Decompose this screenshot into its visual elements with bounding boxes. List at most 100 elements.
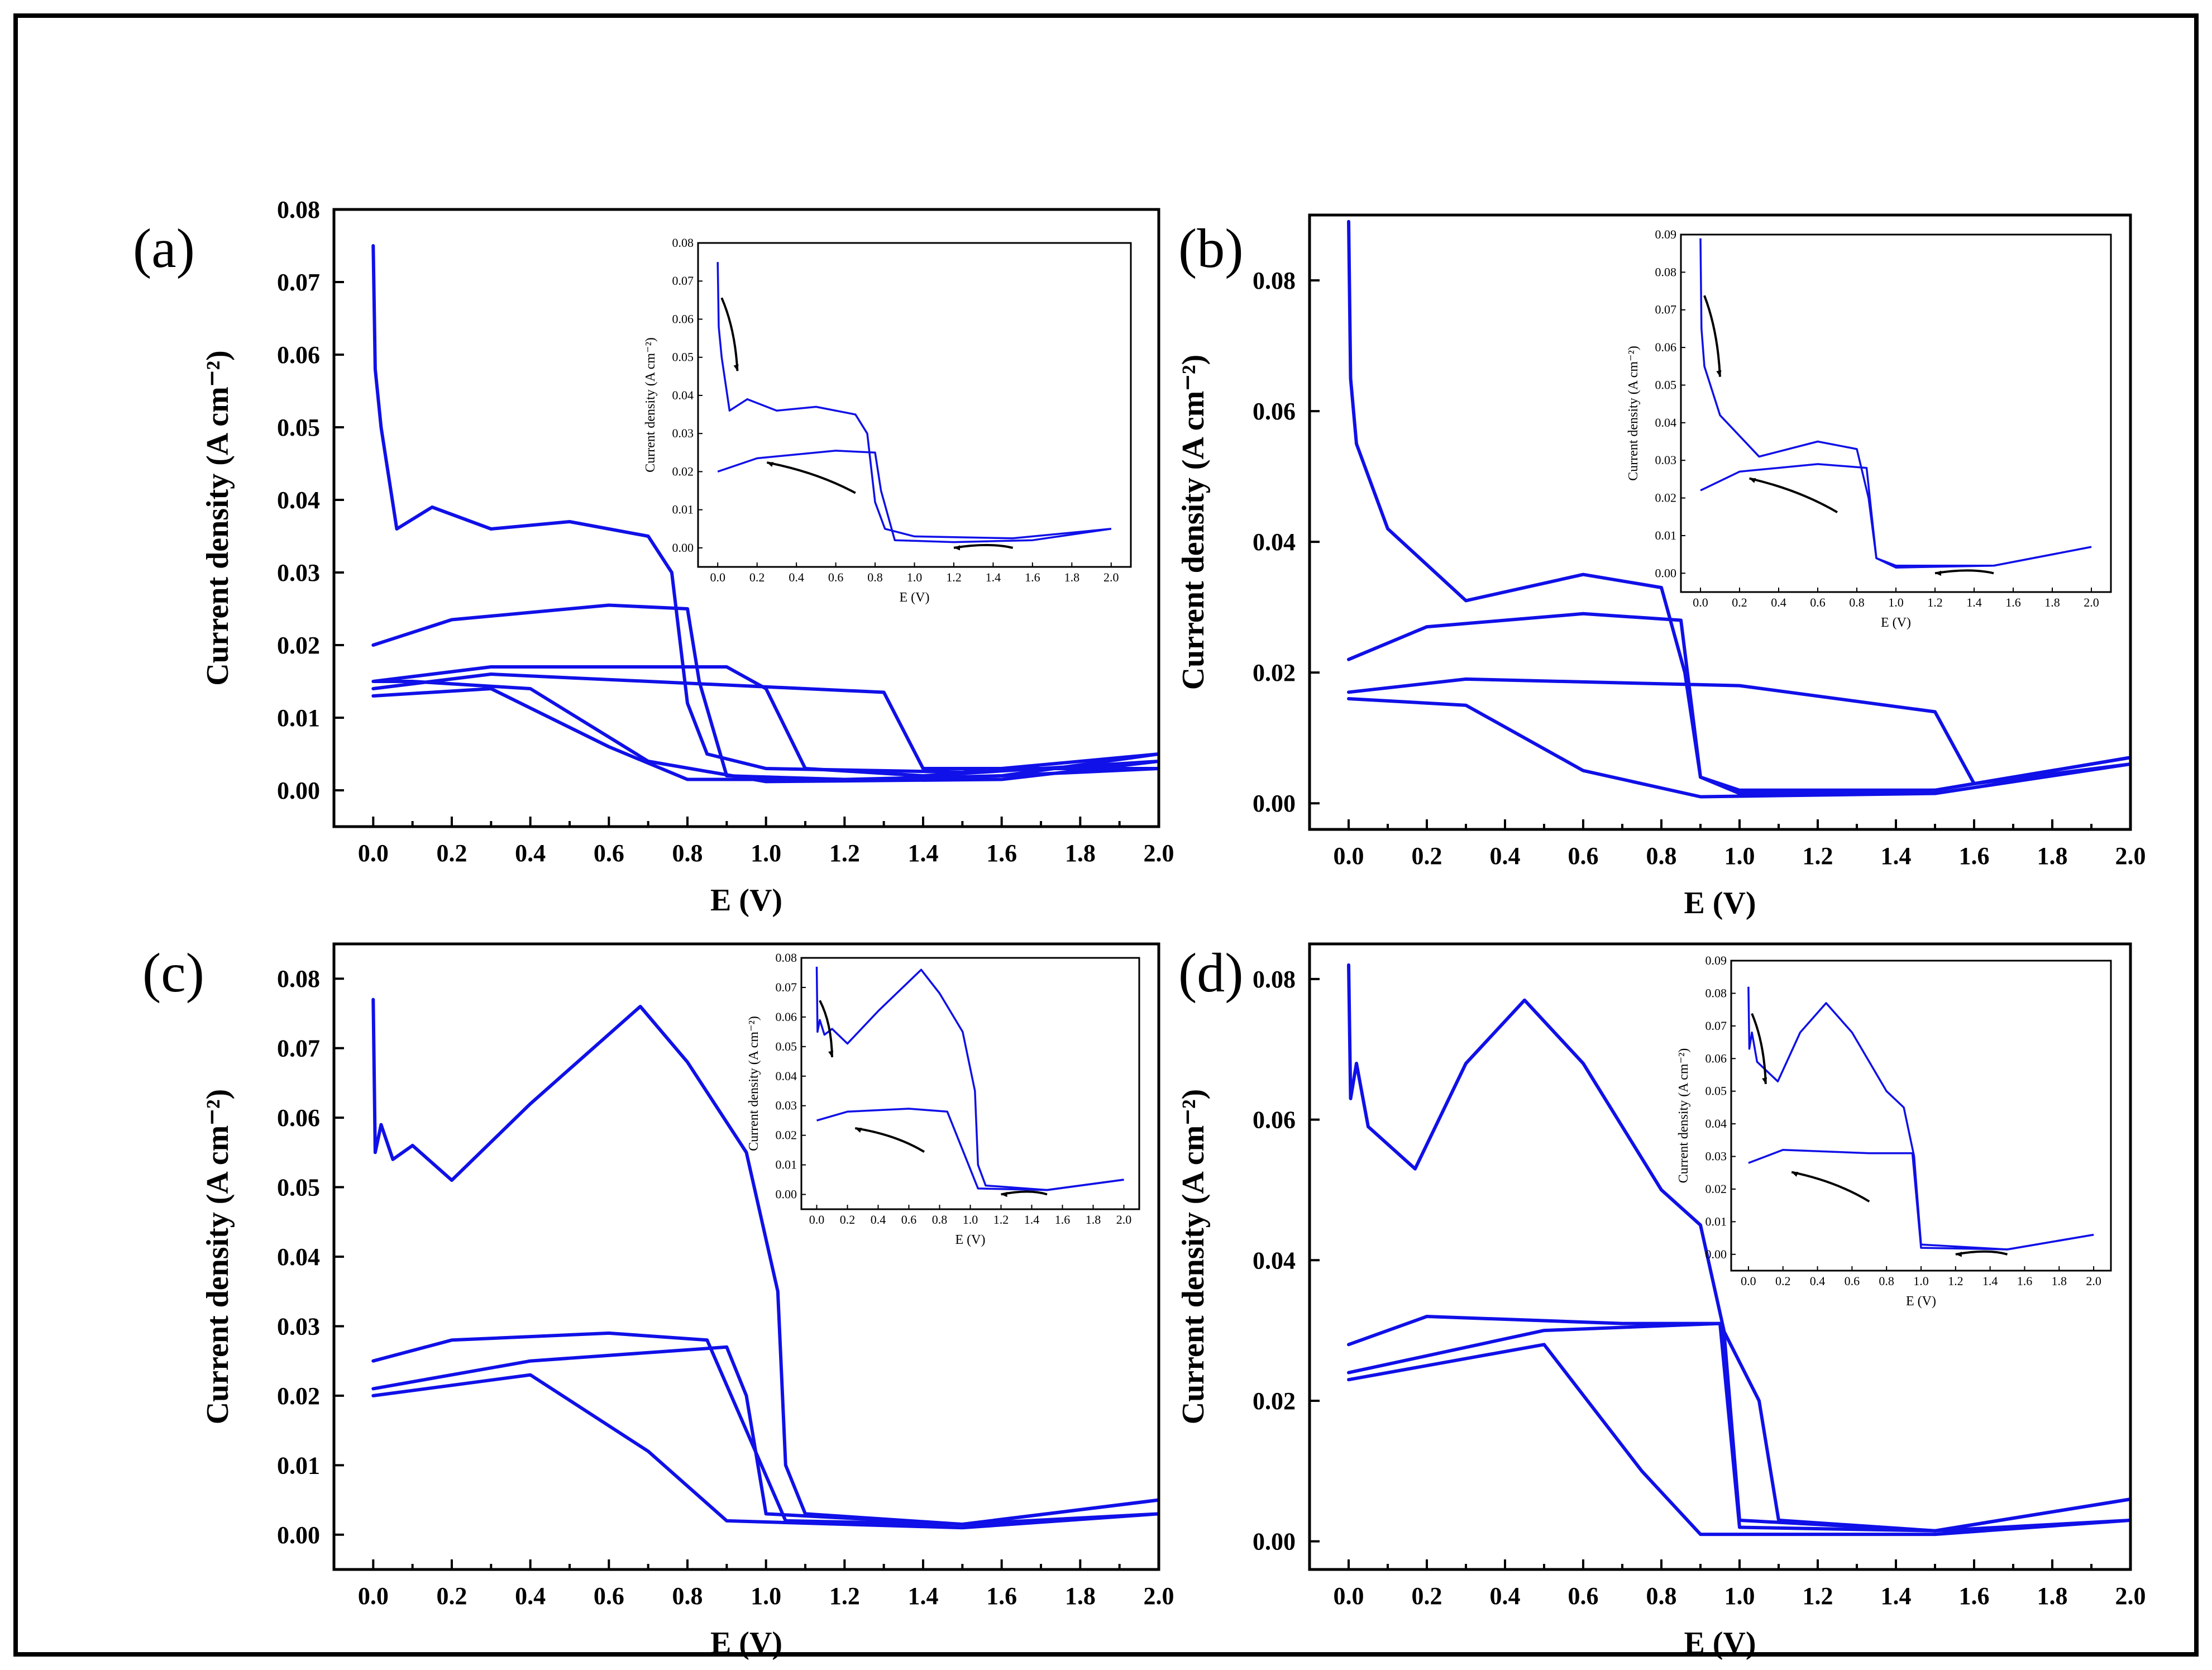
inset-x-tick-label: 1.6 bbox=[1055, 1213, 1071, 1227]
direction-arrow-icon-head bbox=[1001, 1191, 1007, 1197]
y-tick-label: 0.00 bbox=[277, 777, 320, 804]
inset-x-tick-label: 1.4 bbox=[1966, 595, 1982, 609]
direction-arrow-icon-head bbox=[953, 545, 961, 551]
inset-y-tick-label: 0.03 bbox=[1655, 453, 1677, 467]
inset-y-tick-label: 0.04 bbox=[776, 1069, 797, 1083]
y-axis-title: Current density (A cm⁻²) bbox=[200, 1089, 235, 1425]
inset-x-tick-label: 1.0 bbox=[963, 1213, 978, 1227]
y-tick-label: 0.06 bbox=[1253, 398, 1296, 425]
y-tick-label: 0.04 bbox=[277, 1243, 320, 1271]
inset-x-tick-label: 2.0 bbox=[2084, 595, 2099, 609]
series-line-2 bbox=[371, 665, 1159, 784]
x-tick-label: 0.4 bbox=[515, 1582, 546, 1610]
inset-c: 0.0 0.2 0.4 0.6 0.8 1.0 1.2 1.4 1.6 1.8 2.0 0.00 0.0… bbox=[747, 951, 1140, 1247]
inset-x-tick-label: 0.6 bbox=[1845, 1274, 1860, 1288]
x-tick-label: 2.0 bbox=[1144, 839, 1174, 867]
x-tick-label: 1.6 bbox=[1959, 842, 1990, 870]
inset-x-tick-label: 1.2 bbox=[946, 570, 962, 584]
inset-x-tick-label: 0.8 bbox=[1879, 1274, 1894, 1288]
inset-x-tick-label: 0.2 bbox=[1732, 595, 1747, 609]
inset-x-tick-label: 0.8 bbox=[1849, 595, 1865, 609]
y-axis-title: Current density (A cm⁻²) bbox=[1176, 1089, 1211, 1425]
y-tick-label: 0.03 bbox=[277, 559, 320, 586]
y-tick-label: 0.07 bbox=[277, 1035, 320, 1062]
x-tick-label: 0.8 bbox=[672, 839, 703, 867]
direction-arrow-icon-head bbox=[855, 1128, 862, 1133]
inset-series-line-1 bbox=[1748, 1149, 2094, 1251]
inset-x-tick-label: 1.0 bbox=[1913, 1274, 1929, 1288]
inset-y-tick-label: 0.08 bbox=[1705, 986, 1727, 1000]
panel-d: (d)0.0 0.2 0.4 0.6 0.8 1.0 1.2 1.4 1.6 1.8 2.00.00… bbox=[1176, 942, 2146, 1661]
y-axis-title: Current density (A cm⁻²) bbox=[200, 350, 235, 686]
x-tick-label: 0.6 bbox=[1568, 1582, 1599, 1610]
inset-x-tick-label: 1.2 bbox=[1948, 1274, 1963, 1288]
inset-y-tick-label: 0.00 bbox=[776, 1187, 797, 1201]
inset-x-tick-label: 0.8 bbox=[867, 570, 883, 584]
direction-arrow-icon bbox=[819, 1000, 833, 1057]
inset-y-tick-label: 0.02 bbox=[1705, 1182, 1727, 1196]
direction-arrow-icon-head bbox=[1955, 1252, 1962, 1257]
inset-y-tick-label: 0.00 bbox=[1655, 566, 1677, 580]
y-tick-label: 0.01 bbox=[277, 704, 320, 732]
x-tick-label: 1.8 bbox=[2037, 842, 2068, 870]
inset-frame bbox=[1730, 960, 2112, 1272]
x-tick-label: 1.2 bbox=[1803, 1582, 1833, 1610]
direction-arrow-icon bbox=[720, 297, 739, 371]
x-tick-label: 0.0 bbox=[1334, 1582, 1364, 1610]
series-line-0 bbox=[1347, 220, 2130, 792]
x-tick-label: 0.0 bbox=[358, 839, 389, 867]
inset-series-line-1 bbox=[1700, 463, 2092, 569]
x-tick-label: 1.6 bbox=[986, 839, 1017, 867]
inset-x-axis-title: E (V) bbox=[955, 1233, 986, 1247]
y-tick-label: 0.04 bbox=[1253, 528, 1296, 556]
panel-b: (b)0.0 0.2 0.4 0.6 0.8 1.0 1.2 1.4 1.6 1.8 2.00.00… bbox=[1176, 213, 2146, 920]
direction-arrow-icon-head bbox=[1716, 370, 1722, 377]
inset-x-tick-label: 0.4 bbox=[871, 1213, 886, 1227]
x-tick-label: 1.2 bbox=[1803, 842, 1833, 870]
inset-y-tick-label: 0.00 bbox=[672, 541, 694, 555]
inset-x-tick-label: 0.2 bbox=[1775, 1274, 1791, 1288]
series-line-1 bbox=[1347, 612, 2130, 795]
inset-x-tick-label: 1.8 bbox=[1064, 570, 1080, 584]
x-tick-label: 1.6 bbox=[986, 1582, 1017, 1610]
direction-arrow-icon bbox=[1749, 477, 1838, 513]
y-tick-label: 0.03 bbox=[277, 1313, 320, 1340]
inset-x-tick-label: 0.0 bbox=[1693, 595, 1708, 609]
inset-x-tick-label: 0.2 bbox=[749, 570, 765, 584]
inset-d: 0.0 0.2 0.4 0.6 0.8 1.0 1.2 1.4 1.6 1.8 2.0 0.00 0.0… bbox=[1676, 953, 2112, 1309]
direction-arrow-icon-head bbox=[828, 1051, 834, 1057]
inset-y-tick-label: 0.07 bbox=[672, 274, 694, 288]
inset-y-tick-label: 0.07 bbox=[776, 980, 797, 994]
inset-y-tick-label: 0.05 bbox=[1705, 1084, 1727, 1098]
inset-x-tick-label: 1.0 bbox=[1888, 595, 1904, 609]
x-tick-label: 0.2 bbox=[437, 1582, 467, 1610]
inset-y-tick-label: 0.01 bbox=[776, 1158, 797, 1172]
x-axis-title: E (V) bbox=[1684, 886, 1756, 920]
direction-arrow-icon-head bbox=[1791, 1172, 1799, 1177]
plot-frame bbox=[332, 208, 1160, 828]
x-tick-label: 0.2 bbox=[1412, 842, 1442, 870]
inset-x-axis-title: E (V) bbox=[1906, 1294, 1936, 1309]
direction-arrow-icon bbox=[854, 1127, 925, 1153]
inset-x-axis-title: E (V) bbox=[1881, 615, 1911, 630]
x-tick-label: 1.0 bbox=[1724, 1582, 1755, 1610]
inset-x-tick-label: 2.0 bbox=[1103, 570, 1119, 584]
inset-x-tick-label: 2.0 bbox=[1116, 1213, 1132, 1227]
x-tick-label: 1.8 bbox=[2037, 1582, 2068, 1610]
y-tick-label: 0.02 bbox=[277, 632, 320, 659]
x-tick-label: 0.6 bbox=[594, 1582, 624, 1610]
inset-x-tick-label: 2.0 bbox=[2086, 1274, 2101, 1288]
inset-x-tick-label: 0.6 bbox=[828, 570, 844, 584]
x-tick-label: 1.2 bbox=[829, 1582, 860, 1610]
inset-y-tick-label: 0.08 bbox=[1655, 265, 1677, 279]
direction-arrow-icon bbox=[953, 543, 1014, 549]
panel-a: (a)0.0 0.2 0.4 0.6 0.8 1.0 1.2 1.4 1.6 1.8 2.00.00… bbox=[133, 196, 1174, 918]
inset-x-tick-label: 0.6 bbox=[901, 1213, 917, 1227]
inset-series-line-0 bbox=[716, 262, 1111, 540]
inset-y-tick-label: 0.09 bbox=[1655, 227, 1677, 241]
inset-x-tick-label: 0.4 bbox=[1771, 595, 1786, 609]
y-tick-label: 0.01 bbox=[277, 1452, 320, 1479]
y-tick-label: 0.08 bbox=[277, 196, 320, 223]
y-axis-title: Current density (A cm⁻²) bbox=[1176, 355, 1211, 690]
inset-a: 0.0 0.2 0.4 0.6 0.8 1.0 1.2 1.4 1.6 1.8 2.0 0.00 0.0… bbox=[643, 236, 1132, 605]
